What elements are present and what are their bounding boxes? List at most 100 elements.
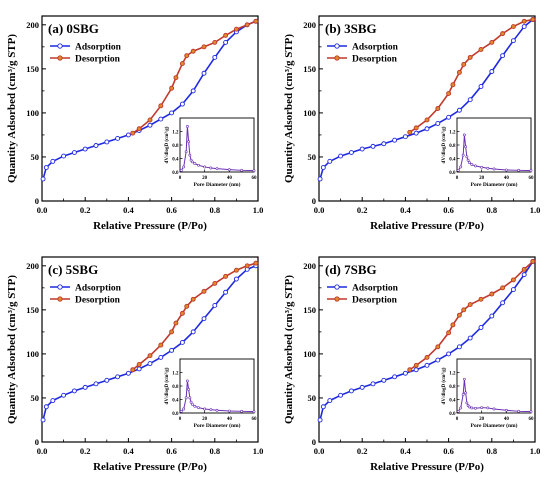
series-adsorption-line	[42, 265, 257, 421]
data-point	[190, 296, 196, 302]
inset-data-point	[462, 377, 466, 381]
inset-data-point	[215, 408, 219, 412]
data-point	[478, 296, 484, 302]
data-point	[179, 310, 185, 316]
data-point	[489, 291, 495, 297]
inset-data-point	[187, 140, 191, 144]
x-axis-label: Relative Pressure (P/Po)	[370, 220, 484, 232]
data-point	[478, 325, 484, 330]
data-point	[521, 266, 527, 272]
data-point	[147, 117, 153, 123]
inset-data-point	[203, 165, 207, 169]
data-point	[212, 280, 218, 286]
data-point	[169, 329, 175, 335]
inset-data-point	[193, 162, 197, 165]
data-point	[223, 273, 229, 279]
inset-psd-line	[180, 126, 255, 172]
inset-data-point	[179, 168, 183, 172]
y-tick-label: 50	[308, 393, 317, 403]
data-point	[478, 84, 484, 89]
inset-y-tick-label: 0.8	[449, 144, 456, 149]
data-point	[489, 39, 495, 45]
inset-y-axis-label: dV/dlogD (cm³/g)	[164, 367, 170, 404]
data-point	[435, 106, 441, 111]
inset-data-point	[252, 169, 256, 173]
inset-y-tick-label: 0.0	[449, 412, 456, 417]
inset-data-point	[529, 169, 533, 173]
inset-x-tick-label: 0	[456, 176, 459, 181]
data-point	[82, 384, 88, 390]
data-point	[424, 354, 430, 360]
data-point	[147, 361, 153, 367]
data-point	[370, 381, 376, 387]
inset-x-tick-label: 0	[179, 417, 182, 422]
data-point	[413, 130, 419, 136]
series-desorption-line	[132, 20, 257, 134]
inset-y-tick-label: 0.0	[449, 171, 456, 176]
inset-data-point	[517, 409, 521, 413]
data-point	[467, 302, 473, 308]
data-point	[402, 370, 408, 376]
y-tick-label: 150	[303, 305, 316, 315]
data-point	[407, 129, 413, 135]
inset-y-tick-label: 0.8	[172, 144, 179, 149]
data-point	[338, 392, 344, 398]
inset-data-point	[182, 407, 186, 411]
data-point	[317, 417, 323, 423]
x-tick-label: 0.4	[123, 446, 134, 456]
inset-x-axis-label: Pore Diameter (nm)	[471, 422, 518, 429]
inset-y-tick-label: 0.0	[172, 171, 179, 176]
data-point	[184, 303, 190, 309]
inset-x-axis-label: Pore Diameter (nm)	[471, 181, 518, 188]
y-tick-label: 200	[303, 20, 316, 30]
data-point	[169, 110, 175, 116]
data-point	[201, 288, 207, 294]
x-tick-label: 0.6	[443, 205, 454, 215]
inset-data-point	[480, 165, 484, 169]
data-point	[424, 117, 430, 123]
inset-data-point	[459, 165, 463, 169]
y-axis-label: Quantity Adsorbed (cm³/g STP)	[283, 275, 295, 424]
inset-x-tick-label: 60	[252, 417, 258, 422]
x-tick-label: 0.4	[123, 205, 134, 215]
inset-data-point	[197, 406, 200, 410]
data-point	[179, 340, 185, 345]
data-point	[320, 404, 326, 410]
inset-data-point	[185, 379, 189, 383]
data-point	[136, 366, 142, 372]
y-tick-label: 0	[312, 437, 316, 447]
data-point	[370, 143, 376, 149]
inset-data-point	[215, 167, 219, 171]
legend-label: Adsorption	[75, 284, 122, 294]
data-point	[327, 398, 333, 404]
inset-x-tick-label: 20	[202, 417, 208, 422]
inset-data-point	[486, 166, 490, 170]
inset-data-point	[190, 402, 194, 406]
x-tick-label: 0.6	[443, 446, 454, 456]
y-tick-label: 200	[26, 261, 39, 271]
inset-data-point	[465, 155, 469, 159]
y-axis-label: Quantity Adsorbed (cm³/g STP)	[6, 275, 18, 424]
inset-data-point	[179, 409, 183, 413]
data-point	[130, 130, 136, 136]
inset-x-tick-label: 60	[529, 176, 535, 181]
inset-chart: 0 20 40 60 0.0 0.4 0.8 1.2 Pore Diameter (nm) dV/…	[164, 117, 258, 188]
data-point	[489, 313, 495, 319]
data-point	[467, 97, 473, 103]
legend-marker	[57, 43, 63, 49]
inset-x-axis-label: Pore Diameter (nm)	[194, 422, 241, 429]
data-point	[40, 417, 46, 423]
inset-data-point	[480, 406, 484, 410]
inset-x-tick-label: 60	[252, 176, 258, 181]
data-point	[461, 307, 467, 313]
panel-title: (d) 7SBG	[325, 262, 377, 277]
data-point	[184, 53, 190, 59]
inset-data-point	[182, 165, 186, 169]
data-point	[435, 357, 441, 363]
x-tick-label: 0.6	[166, 205, 177, 215]
inset-data-point	[461, 153, 465, 157]
x-tick-label: 0.0	[314, 446, 325, 456]
